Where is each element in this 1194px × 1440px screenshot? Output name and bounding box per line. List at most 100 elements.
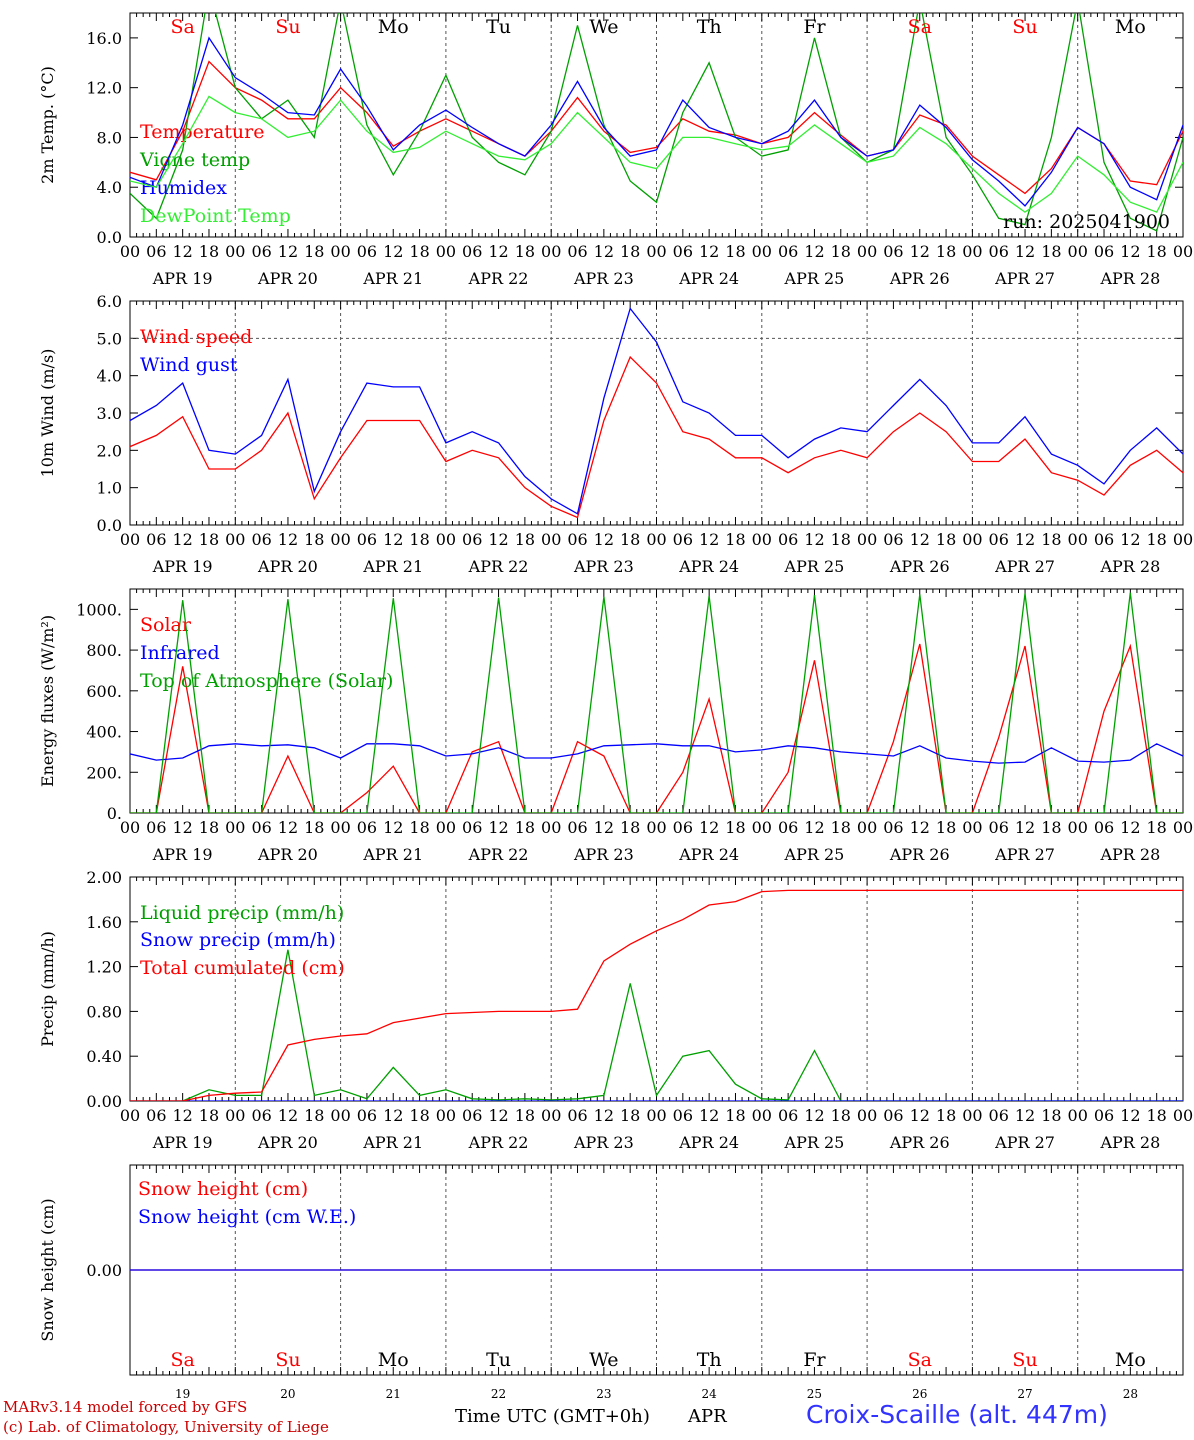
day-date-label: APR 20: [257, 845, 318, 864]
x-tick-label: 00: [541, 818, 561, 837]
x-tick-label: 18: [831, 1106, 851, 1125]
model-credit: MARv3.14 model forced by GFS: [3, 1398, 248, 1416]
day-of-week-label: Sa: [908, 16, 932, 38]
day-of-week-label: Su: [275, 16, 300, 38]
day-date-label: APR 27: [994, 845, 1055, 864]
x-tick-label: 12: [278, 530, 298, 549]
series-line-wind-gust: [130, 307, 1183, 515]
day-date-label: APR 25: [784, 845, 845, 864]
y-tick-label: 6.0: [97, 292, 122, 311]
x-tick-label: 18: [515, 530, 535, 549]
x-tick-label: 12: [172, 530, 192, 549]
x-tick-label: 18: [1146, 242, 1166, 261]
x-tick-label: 00: [436, 530, 456, 549]
day-number-label: 20: [280, 1387, 295, 1401]
day-of-week-label: Su: [1012, 1349, 1037, 1371]
x-tick-label: 12: [594, 242, 614, 261]
x-tick-label: 18: [1041, 242, 1061, 261]
x-tick-label: 06: [673, 818, 693, 837]
legend-entry: Top of Atmosphere (Solar): [140, 670, 393, 692]
day-number-label: 28: [1123, 1387, 1138, 1401]
day-date-label: APR 19: [152, 557, 213, 576]
x-tick-label: 00: [330, 530, 350, 549]
x-tick-label: 18: [725, 242, 745, 261]
x-tick-label: 06: [1094, 1106, 1114, 1125]
x-tick-label: 00: [752, 242, 772, 261]
x-tick-label: 06: [462, 1106, 482, 1125]
plot-frame: [129, 588, 1184, 814]
x-tick-label: 12: [910, 818, 930, 837]
x-tick-label: 06: [251, 242, 271, 261]
x-tick-label: 00: [330, 818, 350, 837]
x-tick-label: 18: [409, 530, 429, 549]
day-of-week-label: Su: [1012, 16, 1037, 38]
legend-entry: Wind gust: [140, 354, 238, 376]
y-tick-label: 1.20: [86, 958, 122, 977]
series-line-solar: [130, 643, 1183, 813]
series-line-wind-speed: [130, 355, 1183, 519]
day-date-label: APR 22: [468, 557, 529, 576]
day-number-label: 21: [386, 1387, 401, 1401]
x-tick-label: 18: [725, 530, 745, 549]
x-axis-title: Time UTC (GMT+0h): [455, 1406, 650, 1427]
x-tick-label: 12: [804, 530, 824, 549]
day-date-label: APR 28: [1099, 1133, 1160, 1152]
x-tick-label: 18: [515, 818, 535, 837]
x-tick-label: 06: [989, 242, 1009, 261]
x-tick-label: 12: [278, 818, 298, 837]
x-tick-label: 00: [1173, 530, 1193, 549]
run-label: run: 2025041900: [1003, 211, 1170, 233]
x-tick-label: 18: [620, 818, 640, 837]
day-of-week-label: We: [589, 1349, 618, 1371]
y-tick-label: 0.40: [86, 1047, 122, 1066]
x-tick-label: 12: [383, 818, 403, 837]
lab-credit: (c) Lab. of Climatology, University of L…: [3, 1418, 329, 1436]
y-tick-label: 8.0: [97, 128, 122, 147]
x-tick-label: 06: [146, 530, 166, 549]
x-tick-label: 00: [541, 1106, 561, 1125]
y-axis-label: 10m Wind (m/s): [38, 349, 57, 478]
series-line-humidex: [130, 36, 1183, 207]
x-tick-label: 06: [462, 242, 482, 261]
x-tick-label: 06: [357, 818, 377, 837]
day-of-week-label: Mo: [1115, 16, 1146, 38]
day-date-label: APR 25: [784, 269, 845, 288]
day-date-label: APR 22: [468, 845, 529, 864]
day-date-label: APR 23: [573, 557, 634, 576]
x-tick-label: 18: [304, 242, 324, 261]
x-tick-label: 00: [330, 242, 350, 261]
day-date-label: APR 20: [257, 557, 318, 576]
day-of-week-label: Tu: [486, 1349, 511, 1371]
x-tick-label: 12: [278, 1106, 298, 1125]
day-date-label: APR 28: [1099, 269, 1160, 288]
x-tick-label: 00: [1068, 530, 1088, 549]
day-date-label: APR 27: [994, 557, 1055, 576]
x-tick-label: 12: [804, 818, 824, 837]
x-tick-label: 06: [251, 1106, 271, 1125]
x-tick-label: 12: [1120, 818, 1140, 837]
x-tick-label: 18: [725, 818, 745, 837]
day-date-label: APR 24: [678, 845, 739, 864]
x-tick-label: 06: [146, 242, 166, 261]
x-tick-label: 18: [831, 242, 851, 261]
day-date-label: APR 21: [362, 845, 423, 864]
x-tick-label: 06: [1094, 818, 1114, 837]
x-tick-label: 00: [857, 1106, 877, 1125]
x-tick-label: 18: [620, 1106, 640, 1125]
x-tick-label: 06: [673, 242, 693, 261]
x-tick-label: 12: [1120, 1106, 1140, 1125]
x-tick-label: 06: [146, 818, 166, 837]
x-tick-label: 06: [883, 1106, 903, 1125]
day-date-label: APR 27: [994, 1133, 1055, 1152]
x-tick-label: 00: [962, 242, 982, 261]
day-date-label: APR 19: [152, 269, 213, 288]
day-of-week-label: Tu: [486, 16, 511, 38]
x-tick-label: 12: [172, 818, 192, 837]
x-tick-label: 06: [1094, 242, 1114, 261]
x-tick-label: 00: [752, 530, 772, 549]
x-tick-label: 00: [541, 242, 561, 261]
y-tick-label: 1000.: [76, 600, 122, 619]
day-of-week-label: Th: [697, 16, 722, 38]
legend-entry: Humidex: [140, 177, 227, 199]
